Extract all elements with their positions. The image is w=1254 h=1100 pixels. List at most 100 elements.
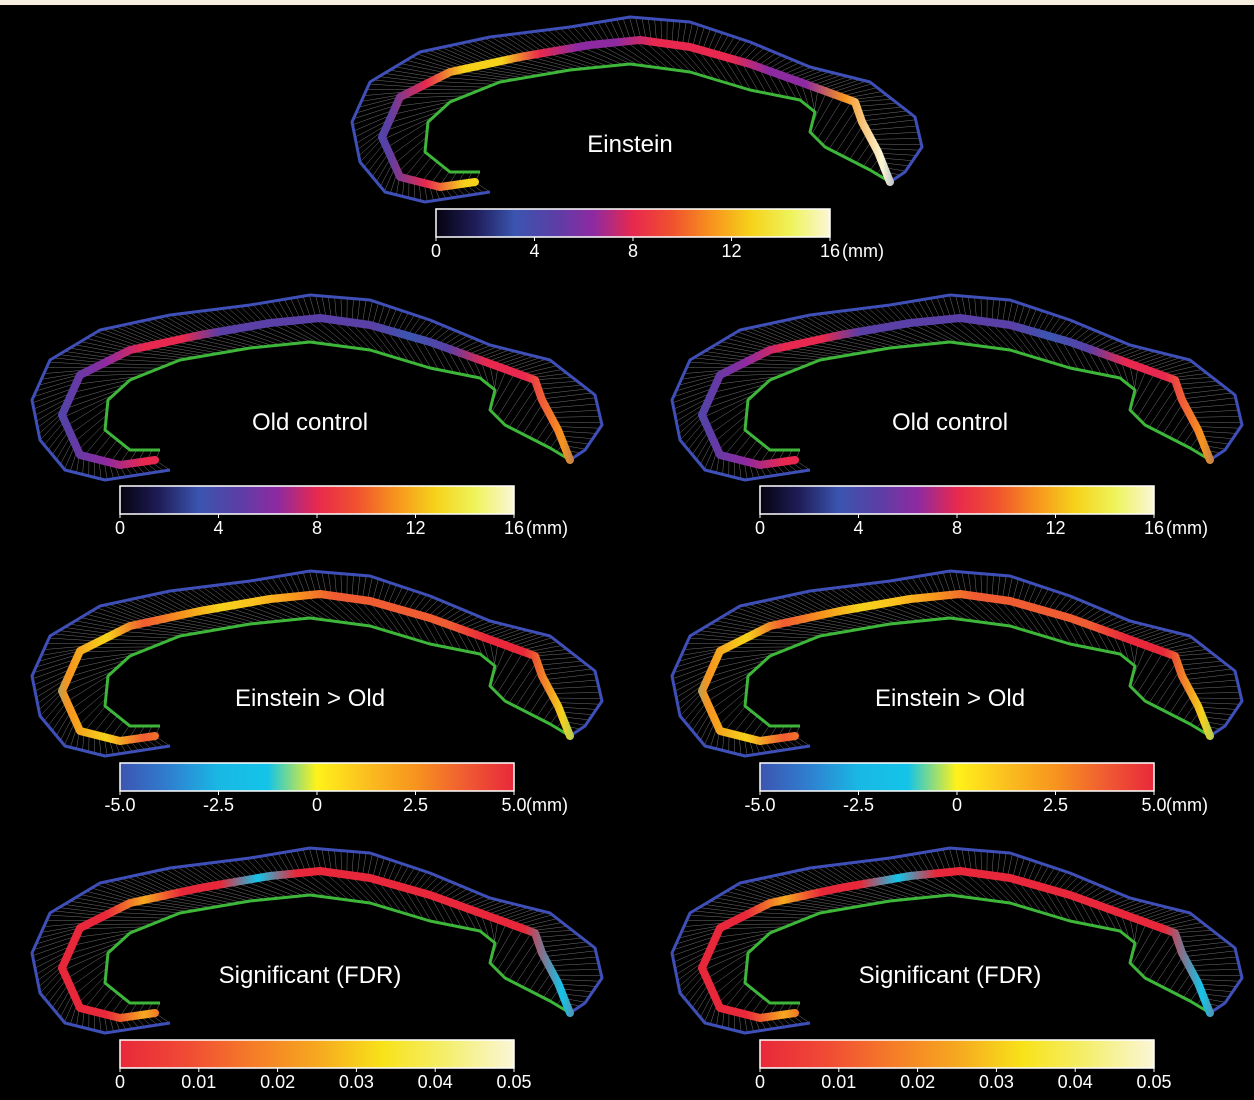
panel-title: Einstein > Old: [235, 685, 385, 712]
colorbar-unit: (mm): [842, 241, 884, 261]
medial-thickness-line: [698, 590, 1214, 745]
outer-contour: [30, 569, 604, 758]
panel-title: Significant (FDR): [219, 962, 402, 989]
colorbar-gradient: [119, 1039, 515, 1069]
panel-old-control-left: Old control: [30, 293, 604, 482]
inner-contour: [103, 893, 571, 1015]
colorbar-tick-label: 0.04: [418, 1072, 453, 1092]
colorbar-tick-label: 12: [1045, 518, 1065, 538]
panel-title: Einstein > Old: [875, 685, 1025, 712]
colorbar-tick-label: 0.02: [900, 1072, 935, 1092]
colorbar-tick-label: 16: [1144, 518, 1164, 538]
inner-contour: [103, 340, 571, 462]
colorbar-tick-label: 0.03: [339, 1072, 374, 1092]
colorbar: 0 4 8 12 16 (mm): [755, 485, 1208, 538]
panel-significant-right: Significant (FDR): [670, 846, 1244, 1035]
colorbar-gradient: [119, 762, 515, 792]
colorbar-tick-label: 0.01: [181, 1072, 216, 1092]
colorbar-tick-label: 12: [721, 241, 741, 261]
panel-title: Old control: [252, 409, 368, 436]
colorbar-tick-label: 0.05: [1136, 1072, 1171, 1092]
colorbar-tick-label: 0.05: [496, 1072, 531, 1092]
inner-contour: [743, 340, 1211, 462]
colorbar-tick-label: 0: [755, 518, 765, 538]
outer-contour: [670, 569, 1244, 758]
panel-title: Old control: [892, 409, 1008, 436]
colorbar-tick-label: -2.5: [843, 795, 874, 815]
colorbar-tick-label: 0.01: [821, 1072, 856, 1092]
inner-contour: [743, 616, 1211, 738]
panel-einstein-top: Einstein: [350, 15, 924, 204]
medial-thickness-line: [698, 867, 1214, 1022]
colorbar-tick-label: -2.5: [203, 795, 234, 815]
mesh-lines: [32, 571, 602, 756]
outer-contour: [670, 293, 1244, 482]
colorbar-tick-label: -5.0: [744, 795, 775, 815]
colorbar-tick-label: 0: [952, 795, 962, 815]
panel-significant-left: Significant (FDR): [30, 846, 604, 1035]
inner-contour: [103, 616, 571, 738]
colorbar-tick-label: 0: [431, 241, 441, 261]
colorbar-unit: (mm): [1166, 795, 1208, 815]
colorbar-tick-label: 2.5: [403, 795, 428, 815]
panel-einstein-vs-old-right: Einstein > Old: [670, 569, 1244, 758]
colorbar-gradient: [119, 485, 515, 515]
colorbar-tick-label: 0: [755, 1072, 765, 1092]
medial-thickness-line: [58, 867, 574, 1022]
colorbar-tick-label: 12: [405, 518, 425, 538]
mesh-lines: [672, 295, 1242, 480]
colorbar-gradient: [759, 1039, 1155, 1069]
colorbar-tick-label: 0.04: [1058, 1072, 1093, 1092]
mesh-lines: [32, 295, 602, 480]
medial-thickness-line: [378, 36, 894, 191]
colorbar-tick-label: 16: [504, 518, 524, 538]
medial-thickness-line: [58, 590, 574, 745]
colorbar: 0 0.01 0.02 0.03 0.04 0.05: [115, 1039, 532, 1092]
colorbar-tick-label: 8: [628, 241, 638, 261]
colorbar-tick-label: 4: [853, 518, 863, 538]
medial-thickness-line: [58, 314, 574, 469]
colorbar-tick-label: -5.0: [104, 795, 135, 815]
colorbar-tick-label: 0.02: [260, 1072, 295, 1092]
colorbar: 0 0.01 0.02 0.03 0.04 0.05: [755, 1039, 1172, 1092]
colorbar-tick-label: 4: [213, 518, 223, 538]
panel-old-control-right: Old control: [670, 293, 1244, 482]
colorbar: 0 4 8 12 16 (mm): [115, 485, 568, 538]
mesh-lines: [672, 848, 1242, 1033]
colorbar-unit: (mm): [526, 518, 568, 538]
colorbar-tick-label: 2.5: [1043, 795, 1068, 815]
colorbar: -5.0 -2.5 0 2.5 5.0 (mm): [744, 762, 1208, 815]
mesh-lines: [352, 17, 922, 202]
colorbar-tick-label: 0: [115, 1072, 125, 1092]
panel-title: Einstein: [587, 131, 672, 158]
colorbar-tick-label: 4: [529, 241, 539, 261]
colorbar-tick-label: 8: [952, 518, 962, 538]
colorbar-tick-label: 0.03: [979, 1072, 1014, 1092]
panel-einstein-vs-old-left: Einstein > Old: [30, 569, 604, 758]
colorbar-unit: (mm): [526, 795, 568, 815]
mesh-lines: [672, 571, 1242, 756]
colorbar-unit: (mm): [1166, 518, 1208, 538]
colorbar-gradient: [435, 208, 831, 238]
outer-contour: [30, 293, 604, 482]
colorbar-gradient: [759, 485, 1155, 515]
colorbar-tick-label: 5.0: [1141, 795, 1166, 815]
mesh-lines: [32, 848, 602, 1033]
colorbar-tick-label: 5.0: [501, 795, 526, 815]
colorbar-tick-label: 8: [312, 518, 322, 538]
top-border-strip: [0, 0, 1254, 5]
outer-contour: [670, 846, 1244, 1035]
colorbar-tick-label: 0: [312, 795, 322, 815]
inner-contour: [423, 62, 891, 184]
medial-thickness-line: [698, 314, 1214, 469]
colorbar-tick-label: 16: [820, 241, 840, 261]
colorbar-tick-label: 0: [115, 518, 125, 538]
outer-contour: [30, 846, 604, 1035]
outer-contour: [350, 15, 924, 204]
colorbar-gradient: [759, 762, 1155, 792]
panel-title: Significant (FDR): [859, 962, 1042, 989]
inner-contour: [743, 893, 1211, 1015]
colorbar: -5.0 -2.5 0 2.5 5.0 (mm): [104, 762, 568, 815]
